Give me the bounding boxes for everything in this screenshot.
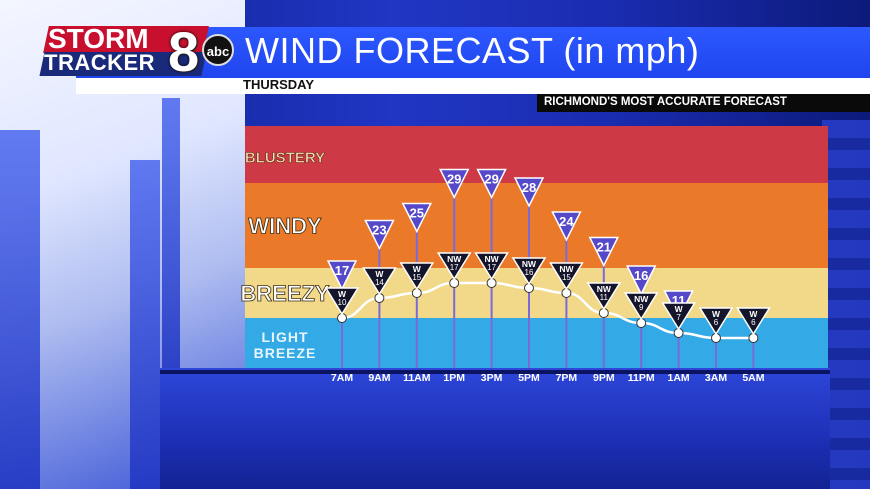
sustained-line [337,278,759,343]
gust-marker [326,260,358,291]
wind-direction: NW [485,254,500,264]
band-0 [245,126,828,183]
x-tick-label: 3AM [705,372,727,384]
sustained-marker [736,307,771,336]
wind-direction: W [749,309,758,319]
gust-marker [588,236,620,268]
gust-marker [438,168,470,200]
x-tick-label: 5AM [742,372,764,384]
x-tick-label: 11PM [628,372,655,384]
x-tick-label: 3PM [481,372,503,384]
tagline-box [537,94,870,112]
gust-value: 28 [522,180,536,195]
sustained-marker [436,252,472,281]
wind-direction: NW [447,254,462,264]
gust-value: 29 [447,172,461,187]
wind-direction: NW [634,294,649,304]
gust-value: 29 [484,172,498,187]
x-tick-label: 1AM [668,372,690,384]
background-right-tiles [822,120,870,489]
logo-line2: TRACKER [44,50,156,75]
wind-direction: NW [597,284,612,294]
sustained-marker [549,262,584,291]
wind-direction: W [375,269,384,279]
sustained-value: 17 [450,263,459,272]
wind-direction: W [338,289,347,299]
band-1 [245,183,828,268]
gust-marker [551,211,582,242]
x-tick-label: 9PM [593,372,615,384]
gust-value: 25 [410,206,424,221]
sustained-value: 14 [375,278,384,287]
sustained-marker [623,292,659,321]
background-stripe [0,130,40,489]
background-bottom-panel [160,368,830,489]
gust-marker [364,219,395,251]
gust-marker [401,202,433,234]
background-stripe [162,98,180,368]
wind-direction: W [675,304,684,314]
sustained-marker [661,302,696,331]
logo-number: 8 [168,20,200,83]
x-tick-label: 1PM [443,372,465,384]
sustained-marker [698,307,734,336]
band-label-line2: BREEZE [254,345,317,361]
band-label: WINDY [248,214,322,239]
gust-value: 16 [634,268,648,283]
tagline: RICHMOND'S MOST ACCURATE FORECAST [544,96,787,108]
gust-value: 17 [335,263,349,278]
subtitle-bar [76,78,870,94]
sustained-value: 16 [525,268,534,277]
wind-direction: W [413,264,422,274]
gust-marker [625,265,657,296]
gust-marker [476,168,507,200]
band-label: BLUSTERY [245,150,325,167]
sustained-value: 6 [751,318,756,327]
day-label: THURSDAY [243,77,315,92]
wind-direction: NW [559,264,574,274]
x-axis-labels: 7AM 9AM 11AM 1PM 3PM 5PM 7PM 9PM 11PM 1AM 3AM 5AM [331,372,765,384]
sustained-value: 9 [639,303,644,312]
gust-value: 21 [597,240,611,255]
sustained-value: 15 [562,273,571,282]
x-tick-label: 7AM [331,372,353,384]
sustained-value: 15 [412,273,421,282]
sustained-marker [324,287,360,316]
wind-direction: NW [522,259,537,269]
background-bottom-line [160,370,830,374]
gust-value: 24 [559,214,574,229]
sustained-value: 6 [714,318,719,327]
network-logo: abc [202,34,234,66]
sustained-value: 10 [338,298,347,307]
sustained-value: 17 [487,263,496,272]
gust-marker [513,177,545,208]
wind-direction: W [712,309,721,319]
sustained-value: 7 [676,313,681,322]
gust-markers: 17 23 25 29 29 28 24 21 16 11 [326,168,694,321]
sustained-marker [399,262,435,291]
sustained-marker [362,267,397,296]
x-tick-label: 11AM [403,372,431,384]
band-label-line1: LIGHT [262,329,309,345]
x-tick-label: 9AM [368,372,390,384]
x-tick-label: 5PM [518,372,540,384]
station-logo: STORM TRACKER 8 abc [39,20,236,83]
logo-line1: STORM [48,23,149,54]
gust-value: 23 [372,223,386,238]
sustained-marker [586,282,622,311]
background-stripe [130,160,160,489]
band-label: BREEZY [240,281,330,306]
sustained-marker [511,257,547,286]
sustained-value: 11 [600,293,609,302]
band-3 [245,318,828,368]
sustained-marker [474,252,509,281]
page-title: WIND FORECAST (in mph) [245,30,700,71]
x-tick-label: 7PM [556,372,578,384]
